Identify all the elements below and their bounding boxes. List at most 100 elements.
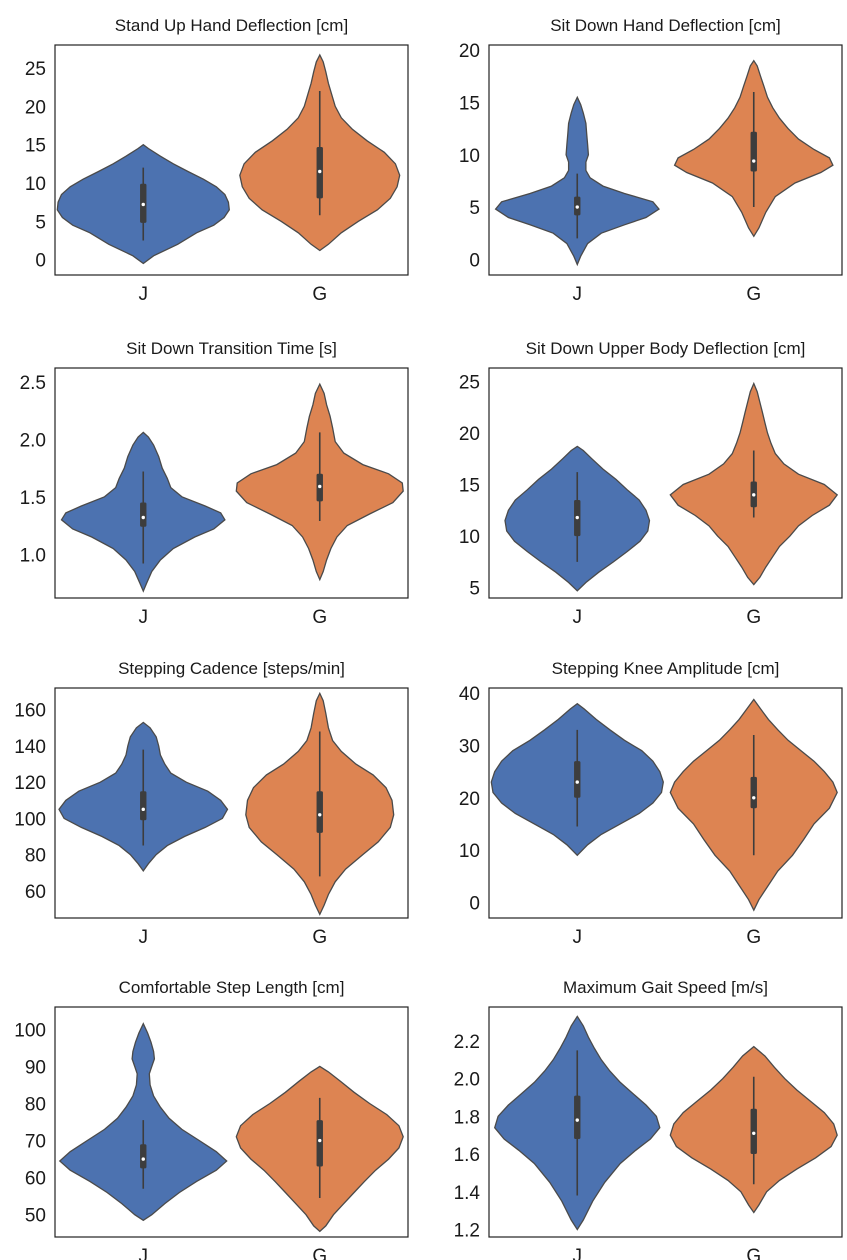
plot-frame (54, 44, 409, 276)
y-tick-label: 0 (469, 893, 480, 914)
chart-title: Stepping Knee Amplitude [cm] (552, 659, 780, 678)
violin-J (494, 95, 660, 267)
chart-title: Comfortable Step Length [cm] (119, 978, 345, 997)
y-tick-label: 25 (459, 372, 480, 393)
y-tick-label: 25 (25, 59, 46, 80)
plot-frame (54, 687, 409, 919)
iqr-box (750, 1108, 757, 1155)
chart-title: Stepping Cadence [steps/min] (118, 659, 345, 678)
y-tick-label: 5 (469, 579, 480, 600)
violin-G (235, 1065, 404, 1233)
y-tick-label: 100 (14, 809, 46, 830)
x-tick-label: J (573, 927, 583, 948)
chart-title: Sit Down Hand Deflection [cm] (550, 16, 781, 35)
y-tick-label: 2.0 (20, 430, 46, 451)
violin-J (493, 1015, 661, 1231)
x-tick-label: G (746, 927, 761, 948)
y-tick-label: 140 (14, 737, 46, 758)
y-tick-label: 10 (459, 146, 480, 167)
iqr-box (316, 791, 323, 833)
median-dot (141, 1157, 145, 1161)
y-tick-label: 0 (35, 251, 46, 272)
chart-title: Stand Up Hand Deflection [cm] (115, 16, 348, 35)
y-tick-label: 5 (469, 198, 480, 219)
plot-frame (54, 1006, 409, 1238)
median-dot (575, 780, 579, 784)
y-tick-label: 80 (25, 1094, 46, 1115)
y-tick-label: 30 (459, 737, 480, 758)
iqr-box (574, 1095, 581, 1139)
iqr-box (140, 1144, 147, 1169)
plot-frame (488, 367, 843, 599)
y-tick-label: 1.2 (454, 1220, 480, 1241)
median-dot (318, 169, 322, 174)
violin-J (58, 721, 229, 873)
x-tick-label: G (746, 1246, 761, 1260)
iqr-box (140, 791, 147, 821)
iqr-box (140, 502, 147, 527)
violin-J (58, 1022, 228, 1222)
chart-panel-7: Comfortable Step Length [cm] 50 60 70 80 90 10… (14, 978, 409, 1260)
y-tick-label: 15 (459, 94, 480, 115)
median-dot (141, 807, 145, 812)
chart-title: Maximum Gait Speed [m/s] (563, 978, 768, 997)
chart-title: Sit Down Transition Time [s] (126, 339, 337, 358)
x-tick-label: G (312, 927, 327, 948)
chart-panel-8: Maximum Gait Speed [m/s] 1.2 1.4 1.6 1.8 2.0 2… (454, 978, 843, 1260)
median-dot (141, 515, 145, 520)
y-tick-label: 70 (25, 1132, 46, 1153)
median-dot (318, 484, 322, 489)
y-tick-label: 5 (35, 212, 46, 233)
chart-title: Sit Down Upper Body Deflection [cm] (526, 339, 806, 358)
y-tick-label: 0 (469, 250, 480, 271)
plot-frame (488, 1006, 843, 1238)
violin-G (669, 381, 839, 586)
chart-panel-1: Stand Up Hand Deflection [cm] 0 5 10 15 20 25 J… (25, 16, 409, 305)
y-tick-label: 1.0 (20, 545, 46, 566)
iqr-box (750, 131, 757, 172)
median-dot (752, 493, 756, 497)
y-tick-label: 1.5 (20, 488, 46, 509)
violin-G (235, 382, 404, 582)
x-tick-label: G (312, 607, 327, 628)
x-tick-label: G (746, 607, 761, 628)
x-tick-label: J (573, 1246, 583, 1260)
x-tick-label: J (139, 927, 149, 948)
median-dot (752, 159, 756, 163)
y-tick-label: 20 (459, 789, 480, 810)
median-dot (575, 205, 579, 209)
violin-G (245, 691, 395, 916)
y-tick-label: 2.0 (454, 1070, 480, 1091)
plot-frame (54, 367, 409, 599)
y-tick-label: 15 (459, 476, 480, 497)
median-dot (752, 1131, 756, 1136)
plot-frame (488, 687, 843, 919)
iqr-box (316, 1120, 323, 1167)
x-tick-label: J (573, 607, 583, 628)
y-tick-label: 20 (25, 97, 46, 118)
y-tick-label: 160 (14, 701, 46, 722)
y-tick-label: 60 (25, 882, 46, 903)
violin-G (239, 53, 401, 252)
y-tick-label: 80 (25, 846, 46, 867)
y-tick-label: 40 (459, 684, 480, 705)
y-tick-label: 20 (459, 424, 480, 445)
x-tick-label: J (139, 607, 149, 628)
chart-panel-4: Sit Down Upper Body Deflection [cm] 5 10 15… (459, 339, 843, 628)
chart-panel-2: Sit Down Hand Deflection [cm] 0 5 10 15 20 J G (459, 16, 843, 305)
x-tick-label: G (312, 284, 327, 305)
chart-panel-6: Stepping Knee Amplitude [cm] 0 10 20 30 40 J G (459, 659, 843, 948)
median-dot (575, 515, 579, 520)
x-tick-label: G (312, 1246, 327, 1260)
chart-panel-3: Sit Down Transition Time [s] 1.0 1.5 2.0 2.5… (20, 339, 409, 628)
violin-J (60, 431, 226, 593)
y-tick-label: 60 (25, 1169, 46, 1190)
y-tick-label: 10 (459, 841, 480, 862)
y-tick-label: 50 (25, 1206, 46, 1227)
median-dot (141, 202, 145, 207)
violin-J (56, 143, 230, 265)
y-tick-label: 10 (25, 174, 46, 195)
median-dot (318, 1138, 322, 1143)
y-tick-label: 100 (14, 1020, 46, 1041)
